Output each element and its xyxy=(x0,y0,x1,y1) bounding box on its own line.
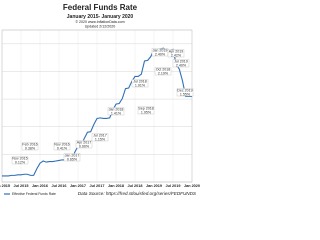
x-tick-label: Jul 2018 xyxy=(128,184,143,188)
annotation-value: 0.38% xyxy=(25,146,36,150)
annotation-box xyxy=(63,153,81,162)
annotation-box xyxy=(75,140,93,149)
annotation-date: Apr 2017 xyxy=(77,141,92,145)
annotation-date: Jan 2018 xyxy=(109,108,124,112)
legend-label: Effective Federal Funds Rate xyxy=(12,192,56,196)
annotation-value: 0.90% xyxy=(79,144,90,148)
annotation-value: 1.15% xyxy=(95,137,106,141)
annotation-value: 2.42% xyxy=(171,53,182,57)
annotation-date: Jul 2018 xyxy=(133,80,147,84)
annotation-date: Feb 2016 xyxy=(22,143,37,147)
annotation-value: 0.41% xyxy=(57,146,68,150)
annotation-box xyxy=(176,88,194,97)
annotation-value: 0.65% xyxy=(67,157,78,161)
page: {"chart_data": {"type": "line", "title":… xyxy=(0,0,200,200)
annotation-date: Jan 2017 xyxy=(65,154,80,158)
annotation-date: Jul 2017 xyxy=(93,134,107,138)
chart-title: Federal Funds Rate xyxy=(63,3,138,12)
annotation-value: 2.40% xyxy=(176,63,187,67)
x-tick-label: Jul 2019 xyxy=(166,184,181,188)
chart-subtitle: January 2015- January 2020 xyxy=(67,14,134,20)
annotation-box xyxy=(154,67,172,76)
annotation-date: Oct 2018 xyxy=(156,68,171,72)
data-source: Data Source: https://fred.stlouisfed.org… xyxy=(78,191,197,196)
annotation-box xyxy=(172,59,190,68)
annotation-box xyxy=(53,142,71,151)
x-tick-label: Jan 2020 xyxy=(184,184,200,188)
updated: Updated 2/12/2020 xyxy=(85,24,116,28)
annotation-value: 2.19% xyxy=(158,71,169,75)
annotation-date: Nov 2016 xyxy=(54,143,69,147)
annotation-value: 1.95% xyxy=(141,110,152,114)
chart: Federal Funds Rate January 2015- January… xyxy=(0,0,200,200)
x-tick-label: Jan 2019 xyxy=(146,184,162,188)
copyright: © 2020 www.InflationData.com xyxy=(75,20,124,24)
annotation-box xyxy=(11,156,29,165)
annotation-value: 1.41% xyxy=(111,111,122,115)
annotation-box xyxy=(137,106,155,115)
annotation-value: 1.55% xyxy=(180,92,191,96)
x-tick-label: Jan 2017 xyxy=(70,184,86,188)
background xyxy=(0,0,200,200)
x-tick-label: Jan 2016 xyxy=(32,184,48,188)
annotation-box xyxy=(131,79,149,88)
annotation-value: 2.40% xyxy=(155,52,166,56)
annotation-date: Dec 2019 xyxy=(177,89,192,93)
x-tick-label: Jul 2015 xyxy=(14,184,29,188)
annotation-date: Nov 2015 xyxy=(12,157,27,161)
annotation-date: Sep 2018 xyxy=(138,107,153,111)
x-tick-label: Jul 2017 xyxy=(90,184,105,188)
x-tick-label: Jul 2016 xyxy=(52,184,67,188)
annotation-date: Jul 2019 xyxy=(174,60,188,64)
annotation-box xyxy=(91,133,109,142)
annotation-date: Apr 2019 xyxy=(169,50,184,54)
annotation-date: Jan 2019 xyxy=(153,49,168,53)
x-tick-label: Jan 2015 xyxy=(0,184,10,188)
x-tick-label: Jan 2018 xyxy=(108,184,124,188)
annotation-value: 0.12% xyxy=(15,160,26,164)
annotation-box xyxy=(21,142,39,151)
annotation-box xyxy=(107,107,125,116)
annotation-box xyxy=(167,49,185,58)
annotation-value: 1.91% xyxy=(135,83,146,87)
